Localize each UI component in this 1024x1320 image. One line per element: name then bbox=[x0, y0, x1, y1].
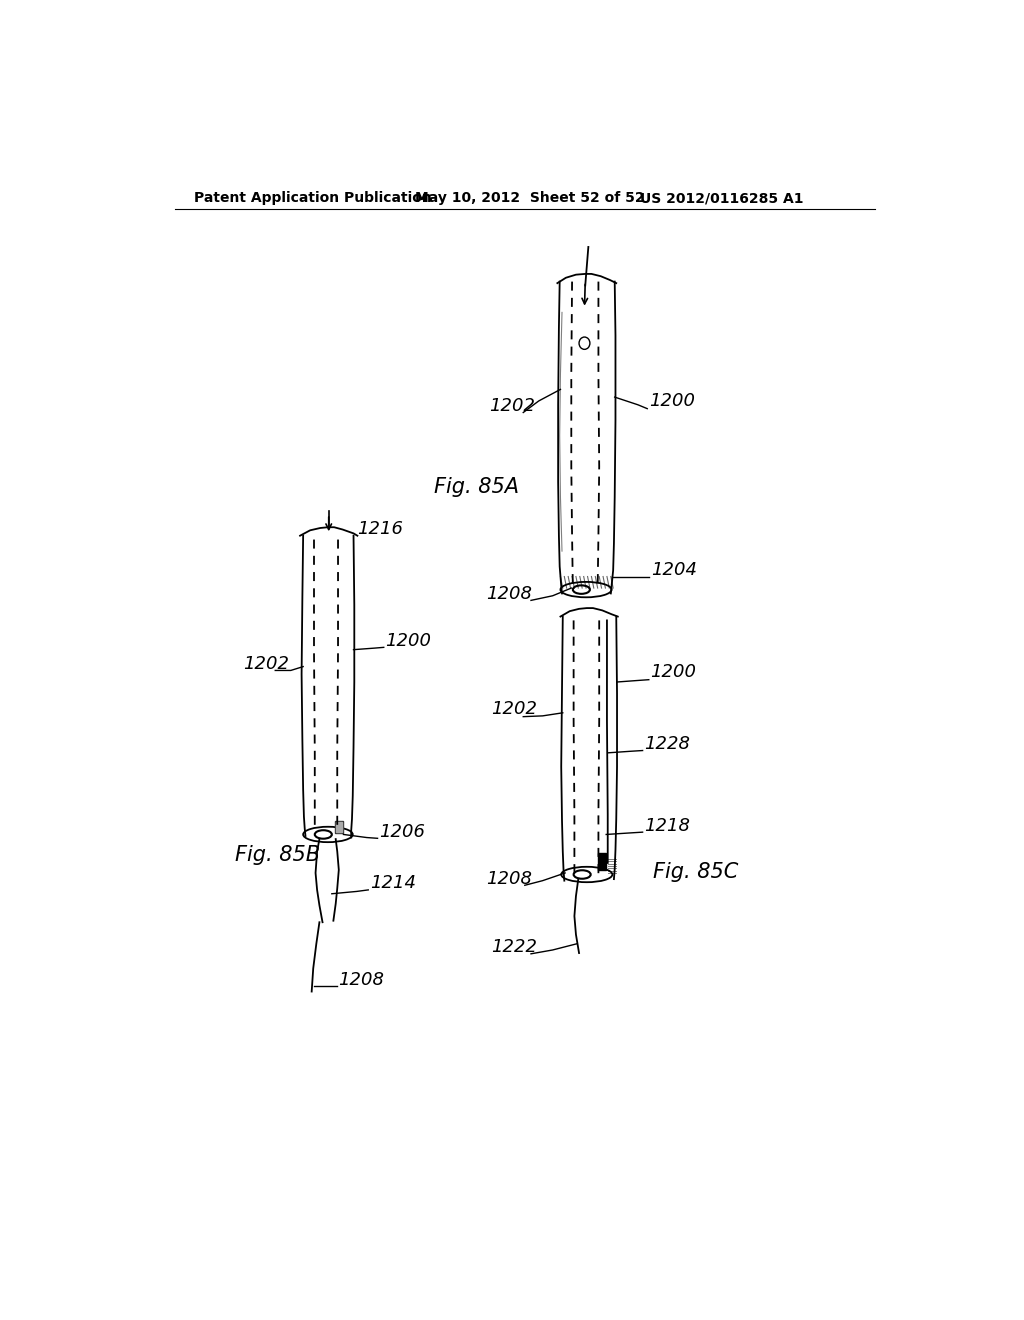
Text: 1204: 1204 bbox=[651, 561, 697, 579]
Text: US 2012/0116285 A1: US 2012/0116285 A1 bbox=[640, 191, 803, 206]
Text: May 10, 2012  Sheet 52 of 52: May 10, 2012 Sheet 52 of 52 bbox=[415, 191, 644, 206]
Text: 1222: 1222 bbox=[490, 939, 537, 956]
Text: 1202: 1202 bbox=[490, 701, 537, 718]
Text: Fig. 85B: Fig. 85B bbox=[234, 845, 321, 865]
Text: 1218: 1218 bbox=[644, 817, 690, 834]
Text: 1208: 1208 bbox=[486, 585, 532, 603]
Text: 1206: 1206 bbox=[379, 822, 425, 841]
Text: 1200: 1200 bbox=[649, 392, 695, 411]
Text: 1216: 1216 bbox=[356, 520, 402, 539]
Text: 1200: 1200 bbox=[385, 632, 431, 649]
Text: 1214: 1214 bbox=[370, 874, 416, 892]
Text: 1208: 1208 bbox=[338, 970, 384, 989]
Text: 1202: 1202 bbox=[243, 655, 289, 673]
Text: Fig. 85C: Fig. 85C bbox=[653, 862, 739, 882]
Text: Fig. 85A: Fig. 85A bbox=[434, 478, 519, 498]
Bar bbox=[598, 853, 606, 870]
Text: 1228: 1228 bbox=[644, 735, 690, 752]
Text: 1202: 1202 bbox=[489, 397, 536, 414]
Bar bbox=[337, 822, 342, 832]
Text: 1200: 1200 bbox=[650, 664, 696, 681]
Text: Patent Application Publication: Patent Application Publication bbox=[194, 191, 432, 206]
Text: 1208: 1208 bbox=[486, 870, 532, 888]
Bar bbox=[335, 821, 343, 833]
